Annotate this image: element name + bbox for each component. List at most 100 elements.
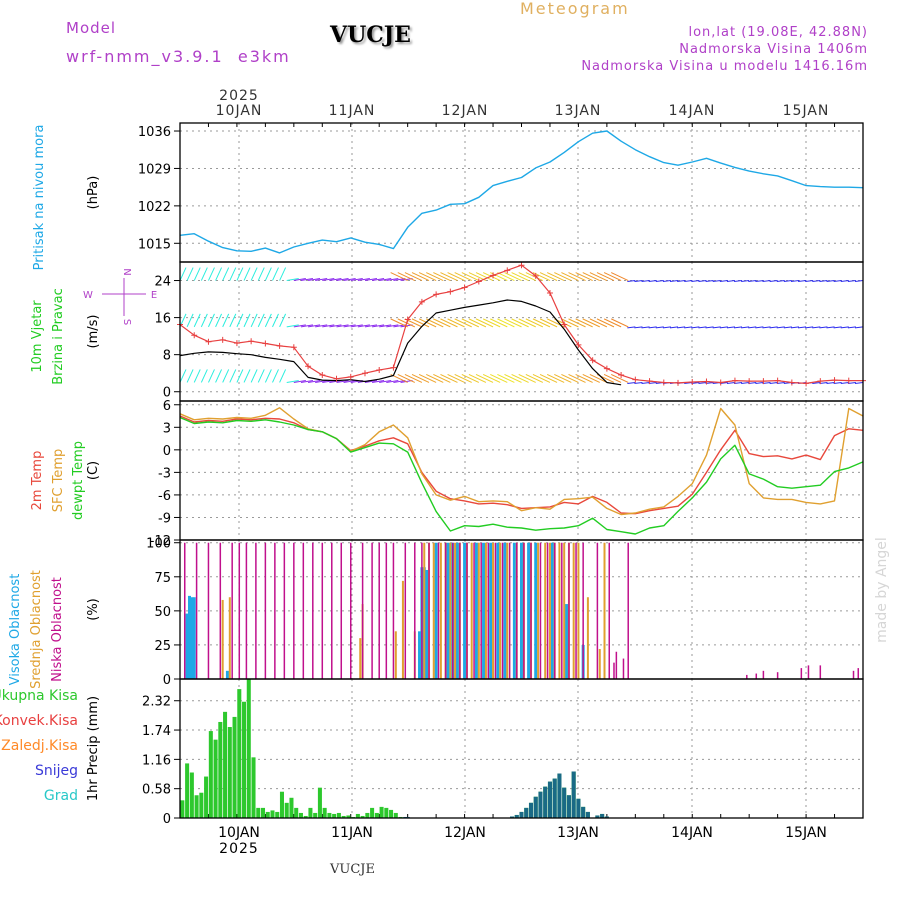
wind-barb-0-54 bbox=[418, 272, 437, 281]
cloud-bar-high-24 bbox=[565, 604, 569, 679]
precip-bar-snow-15 bbox=[571, 771, 576, 818]
wind-barb-0-123 bbox=[755, 280, 764, 283]
wind-barb-1-144 bbox=[854, 326, 864, 329]
wind-barb-2-81 bbox=[546, 374, 565, 383]
cloud-bar-mid-7 bbox=[423, 542, 426, 679]
cloud-bar-high-16 bbox=[489, 542, 493, 679]
cloud-bar-low-31 bbox=[466, 542, 468, 679]
wind-gust-marker-46 bbox=[831, 377, 838, 384]
wind-barb-2-49.5 bbox=[397, 374, 415, 383]
wind-barb-1-108 bbox=[684, 326, 693, 329]
wind-barb-1-42 bbox=[379, 324, 392, 328]
wind-gust-marker-29 bbox=[589, 357, 596, 364]
wind-barb-0-7.5 bbox=[215, 267, 223, 281]
wind-barb-0-97.5 bbox=[634, 280, 643, 283]
wind-barb-2-55.5 bbox=[426, 374, 444, 383]
cloud-bar-high-19 bbox=[512, 542, 516, 679]
precip-bar-total-43 bbox=[384, 807, 389, 818]
wind-barb-0-55.5 bbox=[426, 272, 444, 281]
wind-barb-0-60 bbox=[447, 272, 465, 281]
wind-barb-1-93 bbox=[603, 318, 622, 328]
precip-bar-snow-3 bbox=[514, 814, 519, 818]
precip-bar-total-7 bbox=[213, 739, 218, 818]
cloud-bar-high-23 bbox=[550, 542, 554, 679]
series-line-temp-sfc bbox=[179, 407, 864, 516]
wind-barb-0-33 bbox=[336, 278, 349, 282]
cloud-bar-mid-4 bbox=[394, 631, 397, 679]
wind-barb-1-64.5 bbox=[468, 318, 487, 328]
wind-barb-0-72 bbox=[504, 272, 522, 281]
cloud-bar-high-17 bbox=[496, 542, 500, 679]
day-label-top-5: 15JAN bbox=[783, 103, 830, 119]
precip-bar-total-0 bbox=[180, 800, 185, 818]
wind-barb-0-70.5 bbox=[497, 272, 515, 281]
side-label-precip-3: Zaledj.Kisa bbox=[1, 738, 78, 754]
wind-barb-2-135 bbox=[812, 381, 821, 384]
wind-gust-marker-40 bbox=[746, 378, 753, 385]
ytick-label-wind-3: 24 bbox=[154, 275, 171, 290]
wind-barb-0-27 bbox=[307, 278, 321, 282]
wind-gust-marker-8 bbox=[290, 344, 297, 351]
wind-barb-1-4.5 bbox=[200, 313, 208, 328]
wind-barb-2-66 bbox=[475, 374, 494, 383]
side-label-temp-1: 2m Temp bbox=[30, 451, 45, 511]
series-line-wind-gust bbox=[179, 264, 863, 384]
cloud-bar-low-11 bbox=[293, 542, 295, 679]
wind-barb-1-115.5 bbox=[719, 326, 728, 329]
precip-bar-snow-21 bbox=[604, 816, 609, 818]
wind-gust-marker-31 bbox=[618, 372, 625, 379]
wind-barb-2-9 bbox=[222, 369, 230, 383]
side-label-precip-1: Ukupna Kisa bbox=[0, 688, 78, 704]
wind-gust-marker-27 bbox=[561, 321, 568, 328]
ytick-label-precip-4: 2.32 bbox=[142, 695, 171, 710]
cloud-bar-mid-1 bbox=[228, 597, 231, 679]
cloud-bar-low-25 bbox=[421, 542, 423, 679]
wind-barb-1-90 bbox=[589, 318, 608, 328]
wind-barb-2-120 bbox=[741, 381, 750, 384]
wind-barb-2-12 bbox=[236, 369, 244, 383]
wind-barb-1-112.5 bbox=[705, 326, 714, 329]
cloud-bar-low-13 bbox=[312, 542, 314, 679]
wind-barb-1-94.5 bbox=[611, 318, 629, 328]
precip-bar-total-33 bbox=[336, 812, 341, 818]
precip-bar-snow-2 bbox=[509, 816, 515, 818]
wind-gust-marker-26 bbox=[546, 290, 553, 297]
wind-barb-0-85.5 bbox=[568, 272, 586, 281]
day-label-top-1: 11JAN bbox=[329, 103, 376, 119]
cloud-bar-mid-10 bbox=[439, 542, 442, 679]
day-label-bottom-0: 10JAN bbox=[218, 825, 260, 841]
ylabel-precip: 1hr Precip (mm) bbox=[86, 696, 101, 801]
side-label-precip-5: Grad bbox=[44, 788, 78, 804]
wind-barb-0-88.5 bbox=[582, 272, 600, 281]
cloud-bar-low-32 bbox=[473, 542, 475, 679]
cloud-bar-low-43 bbox=[553, 542, 556, 679]
wind-barb-2-97.5 bbox=[634, 381, 643, 384]
cloud-bar-low-45 bbox=[568, 542, 570, 679]
wind-barb-1-24 bbox=[293, 324, 306, 328]
wind-barb-1-84 bbox=[561, 318, 579, 328]
wind-barb-1-27 bbox=[307, 324, 321, 328]
ytick-label-precip-1: 0.58 bbox=[142, 783, 171, 798]
wind-barb-2-24 bbox=[293, 379, 306, 383]
wind-barb-2-15 bbox=[250, 369, 258, 383]
wind-barb-1-28.5 bbox=[315, 324, 328, 328]
wind-gust-marker-7 bbox=[276, 342, 283, 349]
ytick-label-temperature-4: 0 bbox=[163, 444, 171, 459]
wind-barb-0-66 bbox=[475, 272, 494, 281]
precip-bar-snow-14 bbox=[566, 795, 571, 818]
wind-barb-2-70.5 bbox=[497, 374, 515, 383]
ytick-label-wind-0: 0 bbox=[163, 386, 171, 401]
wind-barb-1-9 bbox=[222, 313, 230, 328]
wind-barb-2-52.5 bbox=[411, 374, 430, 383]
wind-barb-2-144 bbox=[854, 381, 864, 384]
wind-barb-0-103.5 bbox=[662, 280, 671, 283]
cloud-bar-low-62 bbox=[857, 668, 860, 679]
wind-barb-0-106.5 bbox=[677, 280, 686, 283]
wind-barb-1-105 bbox=[669, 326, 679, 329]
precip-bar-total-2 bbox=[189, 772, 194, 818]
cloud-bar-low-39 bbox=[523, 542, 525, 679]
wind-barb-2-67.5 bbox=[482, 374, 501, 383]
cloud-bar-low-26 bbox=[428, 542, 430, 679]
ytick-label-pressure-2: 1029 bbox=[138, 162, 171, 177]
wind-barb-0-124.5 bbox=[762, 280, 771, 283]
